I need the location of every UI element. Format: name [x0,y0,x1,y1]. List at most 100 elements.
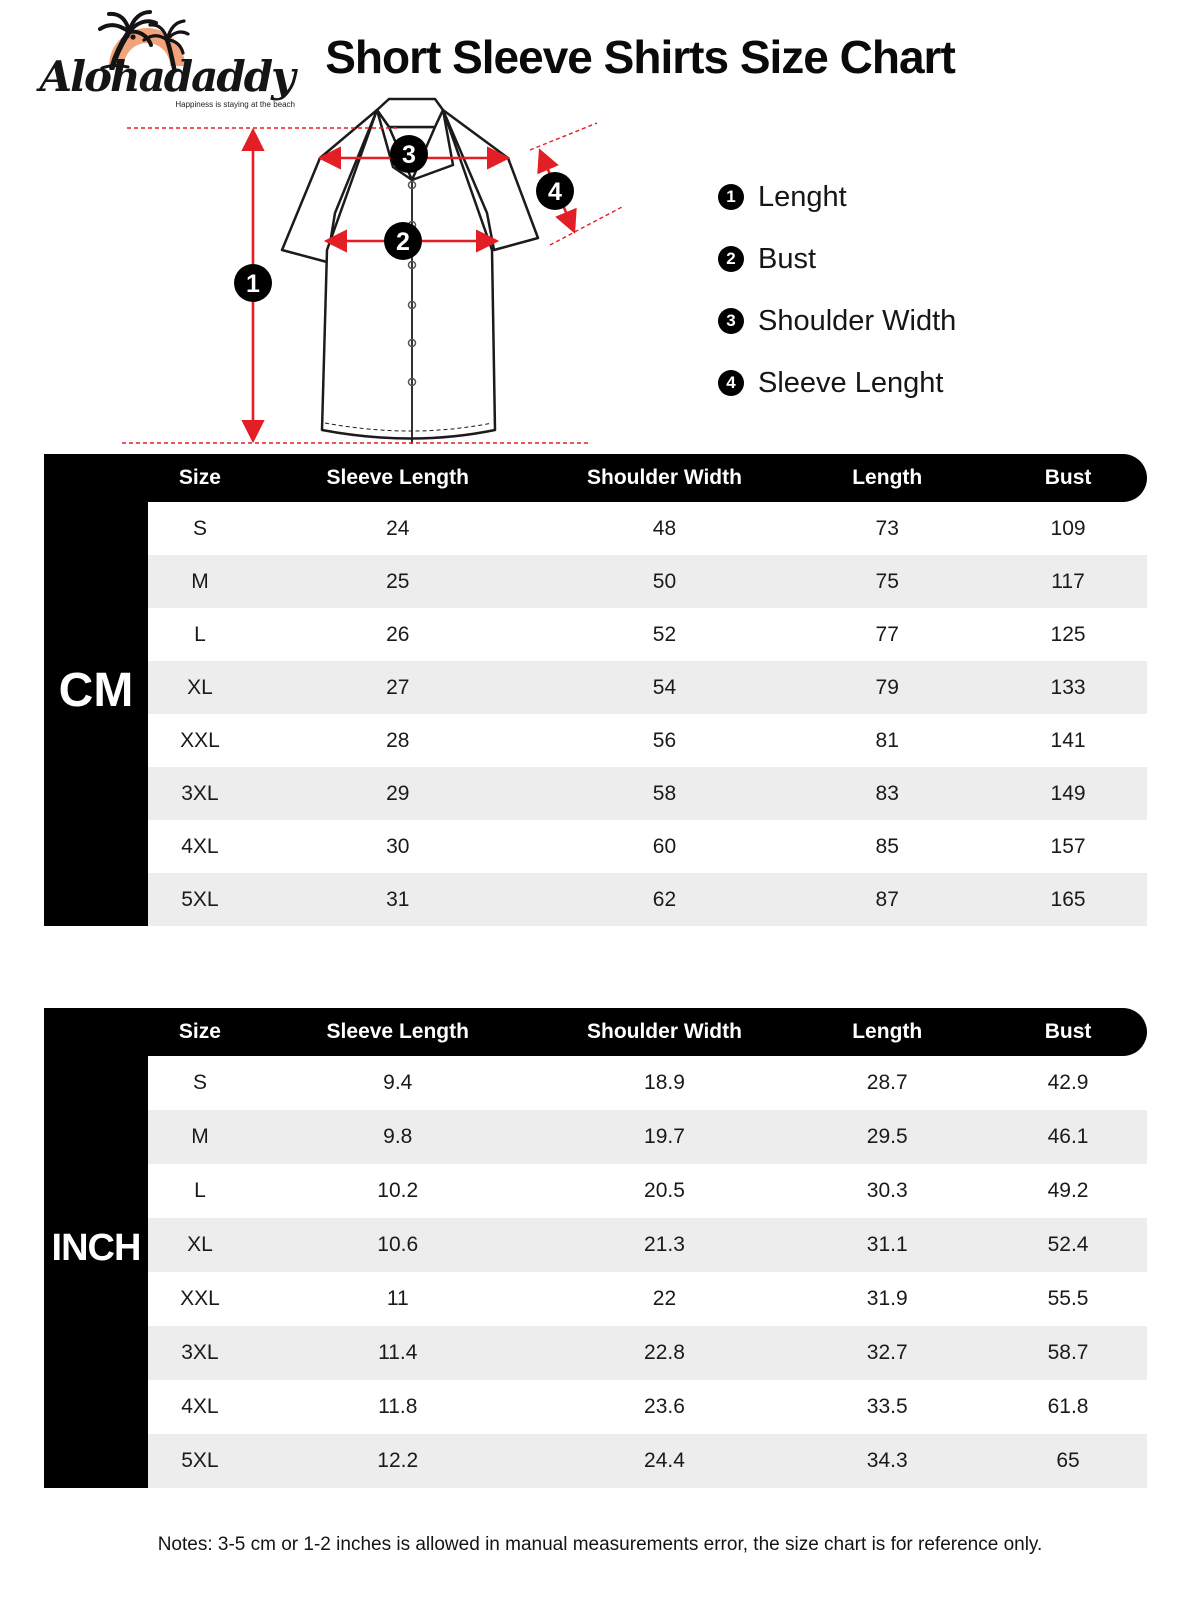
table-cell: 29 [386,781,410,805]
brand-name: Alohadaddy [39,52,295,101]
table-cell: 25 [386,569,410,593]
inch-table-rows: S 9.4 18.9 28.7 42.9 M 9.8 19.7 29.5 46.1 L 10.2 20.… [148,1056,1147,1488]
table-cell: 24.4 [644,1449,685,1472]
table-cell: 79 [875,675,899,699]
table-cell: 48 [652,516,677,540]
table-row: M 25 50 75 117 [148,555,1147,608]
table-cell: 141 [1050,728,1086,752]
table-cell: 54 [652,675,677,699]
notes-text: Notes: 3-5 cm or 1-2 inches is allowed i… [157,1534,1043,1555]
table-cell: S [192,516,207,540]
table-row: 4XL 11.8 23.6 33.5 61.8 [148,1380,1147,1434]
marker-2: 2 [384,222,422,260]
table-cell: XXL [180,1287,220,1310]
legend-bullet-2: 2 [718,246,744,272]
table-cell: 117 [1051,569,1085,593]
table-cell: 149 [1050,781,1086,805]
table-cell: L [194,1179,206,1202]
table-cell: 22.8 [644,1341,685,1364]
table-cell: 31.9 [866,1287,908,1310]
table-cell: 62 [652,887,677,911]
marker-4: 4 [536,172,574,210]
table-cell: 4XL [181,1395,219,1418]
table-cell: 165 [1050,887,1086,911]
table-cell: 26 [386,622,410,646]
svg-text:3: 3 [402,141,416,169]
table-cell: 73 [875,516,899,540]
table-cell: 30 [386,834,410,858]
measurement-legend: 1 Lenght 2 Bust 3 Shoulder Width 4 Sleev… [718,181,956,432]
legend-item-length: 1 Lenght [718,181,956,213]
unit-label-cm: CM [44,454,148,926]
table-cell: 28.7 [866,1071,908,1094]
column-header-sleeve-length: Sleeve Length [326,466,469,489]
table-row: L 26 52 77 125 [148,608,1147,661]
column-header-bust: Bust [1044,1020,1092,1043]
column-header-bust: Bust [1044,466,1092,489]
legend-bullet-1: 1 [718,184,744,210]
table-cell: M [191,569,209,593]
legend-bullet-4: 4 [718,370,744,396]
table-cell: 46.1 [1047,1125,1089,1148]
column-header-length: Length [852,1020,923,1043]
table-cell: 20.5 [644,1179,685,1202]
table-cell: 52 [652,622,677,646]
legend-item-bust: 2 Bust [718,243,956,275]
legend-item-shoulder-width: 3 Shoulder Width [718,305,956,337]
legend-item-sleeve-length: 4 Sleeve Lenght [718,367,956,399]
brand-logo: Alohadaddy Happiness is staying at the b… [24,8,309,109]
column-header-length: Length [852,466,923,489]
table-cell: 87 [875,887,899,911]
table-row: XL 27 54 79 133 [148,661,1147,714]
table-cell: 125 [1050,622,1086,646]
table-cell: 23.6 [644,1395,685,1418]
table-row: XL 10.6 21.3 31.1 52.4 [148,1218,1147,1272]
table-cell: 77 [875,622,899,646]
table-cell: 61.8 [1047,1395,1089,1418]
table-cell: 31 [386,887,410,911]
table-cell: 10.2 [377,1179,419,1202]
table-cell: 5XL [181,887,219,911]
table-cell: 11.8 [378,1395,418,1418]
column-header-shoulder-width: Shoulder Width [586,466,742,489]
column-header-sleeve-length: Sleeve Length [326,1020,469,1043]
table-row: L 10.2 20.5 30.3 49.2 [148,1164,1147,1218]
table-cell: 50 [652,569,677,593]
table-cell: S [192,1071,207,1094]
table-cell: 55.5 [1047,1287,1089,1310]
table-row: S 24 48 73 109 [148,502,1147,555]
marker-3: 3 [390,135,428,173]
table-row: 5XL 31 62 87 165 [148,873,1147,926]
table-cell: 10.6 [377,1233,419,1256]
column-header-shoulder-width: Shoulder Width [586,1020,742,1043]
brand-tagline: Happiness is staying at the beach [175,100,295,109]
table-cell: 56 [652,728,677,752]
table-cell: 30.3 [866,1179,908,1202]
table-cell: 11.4 [378,1341,418,1364]
table-cell: 28 [386,728,410,752]
unit-label-inch: INCH [44,1008,148,1488]
table-row: 3XL 11.4 22.8 32.7 58.7 [148,1326,1147,1380]
table-cell: 81 [875,728,899,752]
table-row: M 9.8 19.7 29.5 46.1 [148,1110,1147,1164]
table-cell: 42.9 [1047,1071,1089,1094]
palm-trees-icon [98,10,190,70]
inch-table-header: Size Sleeve Length Shoulder Width Length… [44,1008,1147,1056]
table-cell: 34.3 [866,1449,908,1472]
svg-text:2: 2 [396,228,410,256]
table-cell: 75 [875,569,899,593]
table-row: 4XL 30 60 85 157 [148,820,1147,873]
table-cell: 83 [875,781,899,805]
cm-table-rows: S 24 48 73 109 M 25 50 75 117 L 26 52 77 125 XL 27 54 79 13… [148,502,1147,926]
table-cell: 22 [652,1287,677,1310]
table-cell: 133 [1050,675,1086,699]
table-cell: 33.5 [866,1395,908,1418]
svg-text:1: 1 [246,270,260,298]
table-cell: 157 [1050,834,1086,858]
table-cell: 109 [1050,516,1086,540]
marker-1: 1 [234,264,272,302]
column-header-size: Size [178,1020,221,1043]
table-cell: L [194,622,206,646]
table-cell: 3XL [181,1341,219,1364]
